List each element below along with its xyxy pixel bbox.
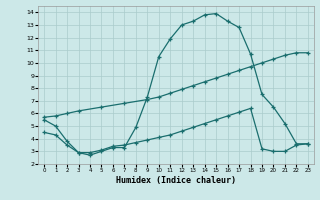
X-axis label: Humidex (Indice chaleur): Humidex (Indice chaleur) (116, 176, 236, 185)
